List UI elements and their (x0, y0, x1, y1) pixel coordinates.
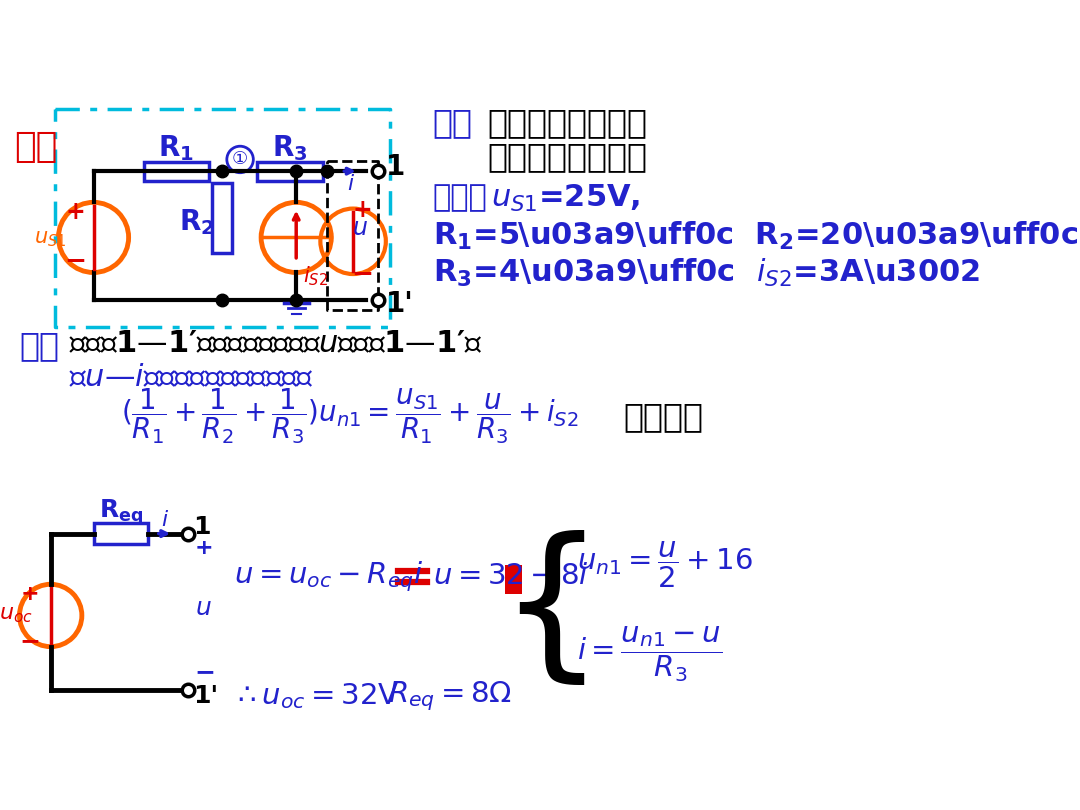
Text: {: { (498, 530, 604, 693)
Text: −: − (351, 262, 374, 288)
Bar (212, 183, 232, 253)
Text: 1': 1' (386, 290, 414, 318)
Bar (94, 523, 148, 544)
Text: $\mathbf{R_1}$=5\u03a9\uff0c  $\mathbf{R_2}$=20\u03a9\uff0c: $\mathbf{R_1}$=5\u03a9\uff0c $\mathbf{R_… (433, 220, 1078, 253)
Text: 已知：: 已知： (433, 183, 487, 212)
Text: 代入数据: 代入数据 (623, 400, 703, 433)
Text: 在端口1—1′处外加一个电压源$u$。求出1—1′端: 在端口1—1′处外加一个电压源$u$。求出1—1′端 (69, 330, 482, 358)
Text: 1: 1 (386, 153, 405, 181)
Text: −: − (19, 629, 40, 653)
Bar (145, 162, 208, 181)
Text: $\mathbf{R_2}$: $\mathbf{R_2}$ (178, 207, 214, 237)
Text: 1': 1' (193, 684, 218, 708)
Bar (505, 565, 523, 595)
Text: $R_{eq}=8\Omega$: $R_{eq}=8\Omega$ (388, 679, 512, 713)
Text: −: − (65, 249, 86, 275)
Text: $i_{S2}$: $i_{S2}$ (303, 265, 328, 288)
Text: $u=32-8i$: $u=32-8i$ (433, 562, 589, 590)
Text: 1: 1 (193, 515, 211, 539)
Text: $i$: $i$ (161, 510, 170, 531)
Text: 解：: 解： (19, 330, 59, 362)
Text: −: − (194, 660, 216, 684)
Bar (257, 162, 324, 181)
Text: +: + (66, 200, 85, 224)
Text: $\mathbf{R_3}$: $\mathbf{R_3}$ (272, 133, 308, 163)
Text: $u$: $u$ (352, 216, 368, 240)
Text: 求：: 求： (433, 106, 473, 139)
Text: $\mathbf{R_{eq}}$: $\mathbf{R_{eq}}$ (98, 497, 143, 528)
Text: 图示含源一端口的: 图示含源一端口的 (487, 106, 647, 139)
Text: 戴维宁等效电路。: 戴维宁等效电路。 (487, 140, 647, 173)
Text: $u$: $u$ (194, 595, 212, 620)
Text: +: + (194, 538, 214, 557)
Text: $u_{n1}=\dfrac{u}{2}+16$: $u_{n1}=\dfrac{u}{2}+16$ (577, 539, 753, 590)
Text: $\therefore u_{oc}=32\mathrm{V}$: $\therefore u_{oc}=32\mathrm{V}$ (232, 681, 400, 710)
Text: $\mathbf{R_1}$: $\mathbf{R_1}$ (158, 133, 194, 163)
Text: $u=u_{oc}-R_{eq}i$: $u=u_{oc}-R_{eq}i$ (234, 559, 423, 594)
Text: ①: ① (232, 151, 248, 168)
Text: $\mathbf{R_3}$=4\u03a9\uff0c  $i_{S2}$=3A\u3002: $\mathbf{R_3}$=4\u03a9\uff0c $i_{S2}$=3A… (433, 257, 980, 289)
Text: 例：: 例： (14, 130, 57, 164)
Text: $i$: $i$ (347, 174, 355, 194)
Text: 的$u$—$i$关系。由结点电压法得：: 的$u$—$i$关系。由结点电压法得： (69, 364, 313, 393)
Text: $u_{S1}$=25V,: $u_{S1}$=25V, (491, 183, 640, 214)
Text: +: + (352, 198, 373, 222)
Text: $u_{S1}$: $u_{S1}$ (35, 229, 67, 249)
Text: $u_{oc}$: $u_{oc}$ (0, 605, 32, 625)
Text: $i=\dfrac{u_{n1}-u}{R_3}$: $i=\dfrac{u_{n1}-u}{R_3}$ (577, 625, 723, 684)
Text: $(\dfrac{1}{R_1}+\dfrac{1}{R_2}+\dfrac{1}{R_3})u_{n1}=\dfrac{u_{S1}}{R_1}+\dfrac: $(\dfrac{1}{R_1}+\dfrac{1}{R_2}+\dfrac{1… (121, 387, 579, 446)
Text: +: + (21, 584, 39, 604)
